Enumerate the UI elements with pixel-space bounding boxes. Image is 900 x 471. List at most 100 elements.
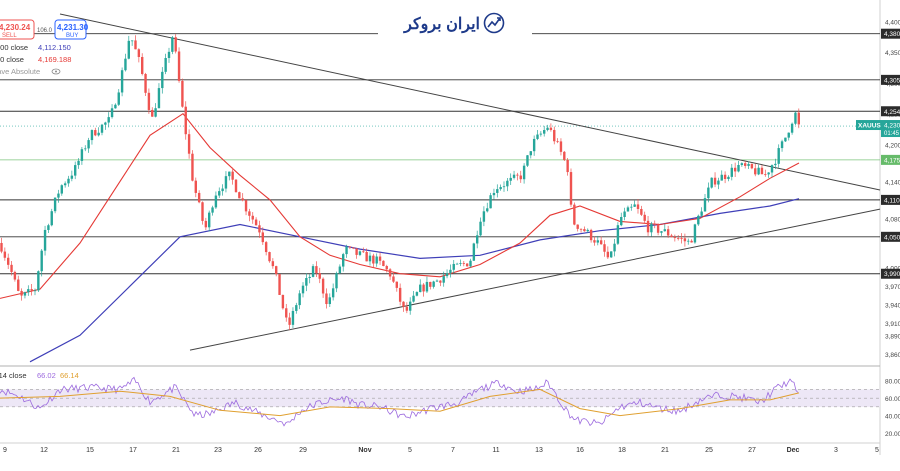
candle-body <box>261 232 264 243</box>
rsi-legend: RSI 14 close 66.02 66.14 <box>0 371 79 380</box>
candle-body <box>63 183 67 186</box>
candle-body <box>251 215 254 220</box>
trendline[interactable] <box>189 208 881 351</box>
trendline[interactable] <box>59 13 881 191</box>
candle-body <box>529 151 532 156</box>
candle-body <box>60 185 63 194</box>
candle-body <box>442 276 445 283</box>
eye-icon[interactable] <box>51 68 61 75</box>
candle-body <box>469 260 472 267</box>
spread-value: 106.0 <box>37 28 53 34</box>
candle-body <box>439 280 442 283</box>
candle-body <box>710 177 713 188</box>
candle-body <box>43 229 47 251</box>
candle-body <box>489 195 492 209</box>
sell-button[interactable] <box>0 19 35 40</box>
rsi-pane: 80.00 60.00 40.00 20.00 <box>0 376 900 438</box>
candle-body <box>459 263 462 264</box>
candle-body <box>362 251 365 253</box>
ma-fast-label: 50 close <box>0 55 24 64</box>
time-tick-label: 13 <box>535 447 543 454</box>
candle-body <box>703 198 707 212</box>
candle-body <box>130 40 134 42</box>
trade-panel: 4,230.24 SELL 106.0 4,231.30 BUY 200 clo… <box>0 19 89 76</box>
candle-body <box>358 251 362 255</box>
candle-body <box>596 240 599 243</box>
rsi-tick-label: 40.00 <box>885 414 900 421</box>
time-tick-label: 12 <box>40 447 48 454</box>
candle-body <box>787 132 790 138</box>
logo-text: ایران بروکر <box>403 16 480 34</box>
candle-body <box>435 280 439 282</box>
candle-body <box>757 167 760 175</box>
candle-body <box>187 134 191 154</box>
candle-body <box>80 149 84 161</box>
candle-body <box>690 240 693 243</box>
time-tick-label: 15 <box>86 447 94 454</box>
candle-body <box>30 289 33 291</box>
candle-body <box>385 266 388 270</box>
ma-slow-label: 200 close <box>0 43 28 52</box>
candle-body <box>603 244 606 252</box>
candle-body <box>663 229 666 232</box>
candle-body <box>13 271 17 280</box>
indicator-label: Elliott Wave Absolute <box>0 67 40 76</box>
candle-body <box>104 122 107 125</box>
candle-body <box>331 288 335 298</box>
candle-body <box>576 224 579 229</box>
candle-body <box>352 247 355 249</box>
candle-body <box>218 191 221 196</box>
candle-body <box>713 177 717 185</box>
candle-body <box>248 211 251 216</box>
time-tick-label: 18 <box>618 447 626 454</box>
candle-body <box>566 159 569 173</box>
candle-body <box>626 207 630 212</box>
time-tick-label: 25 <box>705 447 713 454</box>
candle-body <box>382 260 385 267</box>
logo: ایران بروکر <box>378 0 532 42</box>
candle-body <box>33 290 37 292</box>
candle-body <box>298 293 301 306</box>
candle-body <box>84 148 87 150</box>
last-price-badge <box>881 120 900 138</box>
candle-body <box>730 167 733 177</box>
rsi-tick-label: 60.00 <box>885 396 900 403</box>
candle-body <box>733 167 737 172</box>
buy-button[interactable] <box>54 19 87 40</box>
candle-body <box>388 269 392 277</box>
time-tick-label: 26 <box>254 447 262 454</box>
candle-body <box>677 238 680 239</box>
candle-body <box>335 273 338 289</box>
time-axis: 9 12 15 17 21 23 26 29 Nov 5 7 11 13 16 18 21 25 27 Dec 3 5 <box>3 447 879 454</box>
candle-body <box>683 238 687 242</box>
time-tick-label: Dec <box>787 447 800 454</box>
candle-body <box>47 225 50 230</box>
candle-body <box>599 240 603 245</box>
candle-body <box>7 257 10 265</box>
growth-chart-icon <box>483 12 505 34</box>
candle-body <box>636 204 640 209</box>
candle-body <box>368 255 372 262</box>
time-tick-label: 11 <box>492 447 499 454</box>
candle-body <box>264 242 268 253</box>
sell-label: SELL <box>2 33 17 39</box>
candle-body <box>747 163 750 166</box>
candle-body <box>536 134 539 139</box>
ma-slow-value: 4,112.150 <box>38 43 71 52</box>
candle-body <box>194 180 197 193</box>
time-tick-label: 21 <box>661 447 669 454</box>
candle-body <box>231 171 234 180</box>
candle-body <box>754 168 757 175</box>
rsi-ma-line <box>0 388 800 417</box>
rsi-tick-label: 80.00 <box>885 379 900 386</box>
candle-body <box>563 151 566 160</box>
candle-body <box>151 109 154 117</box>
candle-body <box>539 133 543 135</box>
level-badge-label: 4,380.000 <box>884 31 900 38</box>
symbol-badge <box>856 120 881 131</box>
candle-body <box>482 211 486 222</box>
candle-body <box>23 292 27 296</box>
candle-body <box>630 206 633 208</box>
candle-body <box>281 294 285 309</box>
